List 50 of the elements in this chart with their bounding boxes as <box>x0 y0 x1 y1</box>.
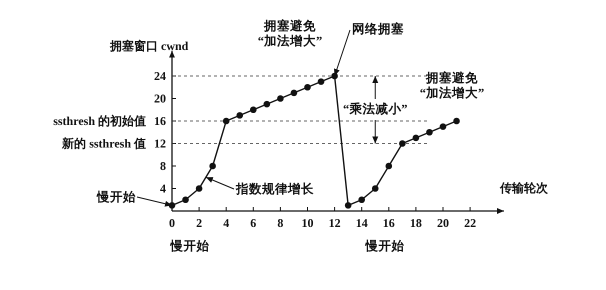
point <box>304 84 311 91</box>
point <box>399 140 406 147</box>
ref-line-label: ssthresh 的初始值 <box>53 114 146 128</box>
x-tick-label: 20 <box>437 216 449 230</box>
point <box>264 100 270 108</box>
annotation: 网络拥塞 <box>352 21 404 36</box>
x-tick-label: 2 <box>196 216 202 230</box>
text: 慢开始 <box>170 239 210 253</box>
x-tick-label: 18 <box>410 216 422 230</box>
y-tick-label: 12 <box>154 136 166 150</box>
y-tick-label: 20 <box>154 92 166 106</box>
x-tick-label: 0 <box>169 216 175 230</box>
x-axis-title: 传输轮次 <box>499 181 549 195</box>
annotation: 拥塞避免 “加法增大” <box>420 70 484 100</box>
y-tick-label: 8 <box>160 159 166 173</box>
point <box>318 78 324 85</box>
annotation: 慢开始 <box>96 190 137 204</box>
text: 慢开始 <box>364 239 406 253</box>
x-tick-label: 8 <box>277 216 284 230</box>
point <box>412 134 420 142</box>
annotation: “乘法减小” <box>343 101 408 116</box>
point <box>250 106 257 114</box>
y-tick-label: 16 <box>154 114 166 128</box>
x-tick-label: 22 <box>464 216 476 230</box>
text: 拥塞避免 “加法增大” <box>258 18 322 48</box>
point <box>426 128 433 136</box>
x-tick-label: 12 <box>328 216 341 230</box>
point <box>453 118 460 124</box>
point <box>277 95 284 102</box>
y-tick-label: 24 <box>154 69 166 83</box>
x-tick-label: 10 <box>302 216 314 230</box>
point <box>236 112 244 119</box>
x-tick-label: 14 <box>356 216 368 230</box>
point <box>372 185 379 192</box>
point <box>196 185 202 192</box>
point <box>440 123 446 130</box>
x-tick-label: 16 <box>382 216 395 230</box>
y-tick-label: 4 <box>160 182 166 196</box>
point <box>386 162 392 170</box>
point <box>209 162 216 170</box>
y-axis-title: 拥塞窗口 cwnd <box>109 39 189 53</box>
x-tick-label: 4 <box>223 216 230 230</box>
point <box>358 196 365 204</box>
x-tick-label: 6 <box>250 216 256 230</box>
point <box>290 90 298 96</box>
point <box>222 118 230 124</box>
point <box>182 196 189 204</box>
annotation: 指数规律增长 <box>235 182 315 196</box>
point <box>344 202 352 209</box>
ref-line-label: 新的 ssthresh 值 <box>61 136 146 150</box>
